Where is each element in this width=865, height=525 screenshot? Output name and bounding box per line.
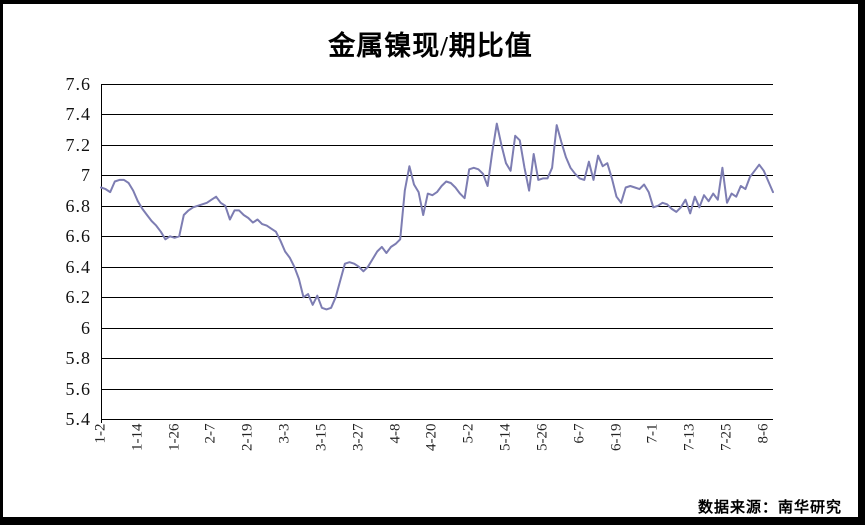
- y-tick-label: 7.4: [65, 104, 91, 125]
- x-tick-label: 6-7: [571, 423, 588, 444]
- y-tick-label: 6.8: [65, 195, 91, 216]
- x-tick-label: 6-19: [608, 423, 624, 452]
- x-tick-label: 3-15: [313, 423, 330, 452]
- x-tick-label: 4-20: [423, 423, 440, 452]
- y-tick-label: 5.6: [65, 378, 91, 399]
- source-note: 数据来源：南华研究: [697, 500, 842, 516]
- x-tick-label: 2-7: [202, 423, 219, 444]
- chart-title: 金属镍现/期比值: [328, 31, 533, 61]
- chart-plot-area: [100, 84, 774, 423]
- x-tick-label: 5-14: [497, 423, 514, 452]
- y-tick-label: 6.4: [65, 256, 91, 277]
- y-tick-label: 6.2: [65, 287, 91, 308]
- x-tick-label: 2-19: [239, 423, 256, 452]
- x-tick-label: 7-25: [718, 423, 735, 452]
- y-tick-label: 6: [81, 317, 91, 338]
- y-tick-label: 7: [81, 165, 91, 186]
- x-tick-label: 1-14: [129, 423, 146, 452]
- x-tick-label: 5-2: [460, 423, 477, 444]
- y-tick-label: 6.6: [65, 226, 91, 247]
- x-tick-label: 8-6: [755, 423, 772, 444]
- x-tick-label: 3-27: [350, 423, 367, 452]
- x-tick-label: 7-13: [681, 423, 698, 452]
- x-tick-label: 1-2: [92, 423, 109, 444]
- y-tick-label: 5.8: [65, 348, 91, 369]
- x-tick-label: 3-3: [276, 423, 293, 444]
- ratio-line-series: [100, 122, 774, 311]
- x-tick-label: 5-26: [534, 423, 551, 452]
- x-tick-label: 4-8: [387, 423, 404, 444]
- x-tick-label: 1-26: [166, 423, 183, 452]
- y-tick-label: 5.4: [65, 409, 91, 429]
- y-tick-label: 7.6: [65, 74, 91, 94]
- x-tick-label: 7-1: [644, 423, 661, 444]
- y-tick-label: 7.2: [65, 134, 91, 155]
